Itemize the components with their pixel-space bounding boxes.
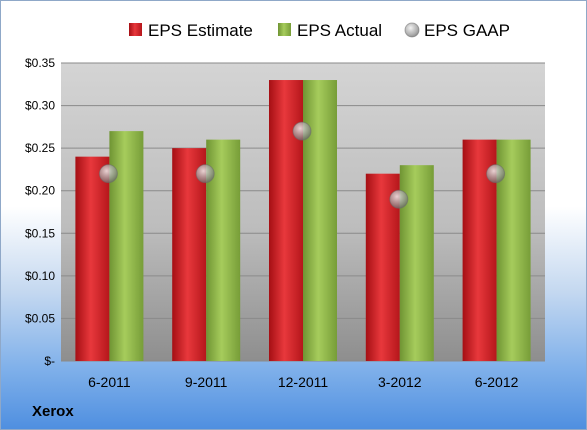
legend-label: EPS Estimate [148,21,253,40]
marker-eps-gaap [389,189,409,209]
bar-eps-estimate [75,156,110,361]
legend-eps-actual: EPS Actual [278,21,382,40]
legend-eps-gaap: EPS GAAP [404,21,510,40]
bar-eps-estimate [269,80,303,362]
bar-eps-actual [109,131,144,361]
legend-eps-estimate: EPS Estimate [129,21,253,40]
y-tick-label: $0.20 [25,184,55,198]
x-tick-label: 12-2011 [278,374,329,390]
marker-eps-gaap [486,164,506,184]
legend-marker-swatch [404,22,420,38]
legend-swatch [129,23,142,36]
legend-label: EPS Actual [297,21,382,40]
y-tick-label: $0.25 [25,141,55,155]
legend-swatch [278,23,291,36]
x-tick-label: 9-2011 [185,374,228,390]
marker-eps-gaap [98,164,118,184]
company-label: Xerox [32,403,74,420]
y-tick-label: $0.35 [25,56,55,70]
y-tick-label: $- [44,354,55,368]
marker-eps-gaap [195,164,215,184]
y-tick-label: $0.05 [25,311,55,325]
y-tick-label: $0.15 [25,226,55,240]
bar-eps-estimate [172,148,207,361]
marker-eps-gaap [292,121,312,141]
y-tick-label: $0.10 [25,269,55,283]
x-tick-label: 6-2012 [475,374,519,390]
bar-eps-actual [303,80,337,362]
legend-label: EPS GAAP [424,21,510,40]
x-tick-label: 6-2011 [88,374,131,390]
y-tick-label: $0.30 [25,99,55,113]
x-tick-label: 3-2012 [378,374,422,390]
